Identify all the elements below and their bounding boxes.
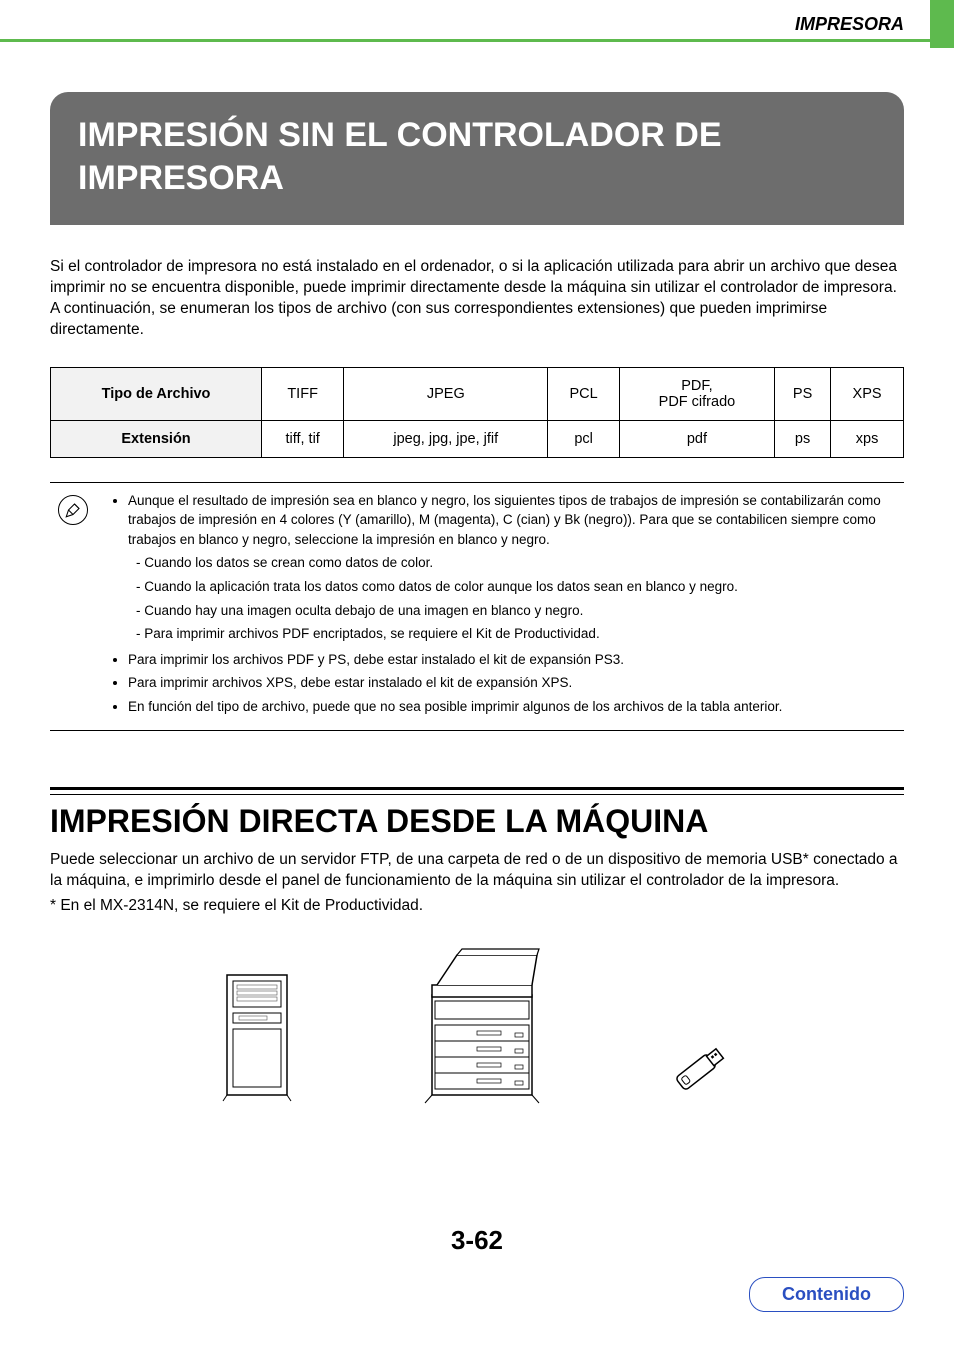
table-cell: PCL [548,367,619,420]
table-cell: tiff, tif [262,420,344,457]
table-header-ext: Extensión [51,420,262,457]
note-bullet: Para imprimir los archivos PDF y PS, deb… [128,650,896,670]
note-subitem: Para imprimir archivos PDF encriptados, … [136,624,896,644]
table-cell: XPS [831,367,904,420]
table-cell: pcl [548,420,619,457]
table-cell: ps [775,420,831,457]
accent-stripe [930,0,954,48]
note-subitem: Cuando la aplicación trata los datos com… [136,577,896,597]
intro-paragraph: Si el controlador de impresora no está i… [50,257,904,341]
notes-box: Aunque el resultado de impresión sea en … [50,482,904,732]
illustration-row [50,945,904,1105]
contents-link-label: Contenido [782,1284,871,1304]
server-illustration [217,965,307,1105]
contents-link[interactable]: Contenido [749,1277,904,1312]
note-subitem: Cuando hay una imagen oculta debajo de u… [136,601,896,621]
section-text: Puede seleccionar un archivo de un servi… [50,850,904,892]
header-category: IMPRESORA [795,14,904,34]
note-subitem: Cuando los datos se crean como datos de … [136,553,896,573]
note-bullet: En función del tipo de archivo, puede qu… [128,697,896,717]
page-title: IMPRESIÓN SIN EL CONTROLADOR DE IMPRESOR… [50,92,904,225]
table-cell: pdf [619,420,774,457]
notes-body: Aunque el resultado de impresión sea en … [110,491,896,721]
table-cell: PDF,PDF cifrado [619,367,774,420]
section-title: IMPRESIÓN DIRECTA DESDE LA MÁQUINA [50,803,904,840]
pencil-icon [58,495,88,525]
table-cell: JPEG [344,367,548,420]
note-bullet: Aunque el resultado de impresión sea en … [128,491,896,644]
table-cell: PS [775,367,831,420]
table-header-type: Tipo de Archivo [51,367,262,420]
page-number: 3-62 [50,1225,904,1256]
file-types-table: Tipo de ArchivoTIFFJPEGPCLPDF,PDF cifrad… [50,367,904,458]
table-cell: TIFF [262,367,344,420]
section-divider [50,787,904,795]
table-cell: jpeg, jpg, jpe, jfif [344,420,548,457]
section-footnote: * En el MX-2314N, se requiere el Kit de … [50,896,904,917]
table-cell: xps [831,420,904,457]
printer-illustration [417,945,547,1105]
usb-illustration [657,1035,737,1105]
note-bullet: Para imprimir archivos XPS, debe estar i… [128,673,896,693]
